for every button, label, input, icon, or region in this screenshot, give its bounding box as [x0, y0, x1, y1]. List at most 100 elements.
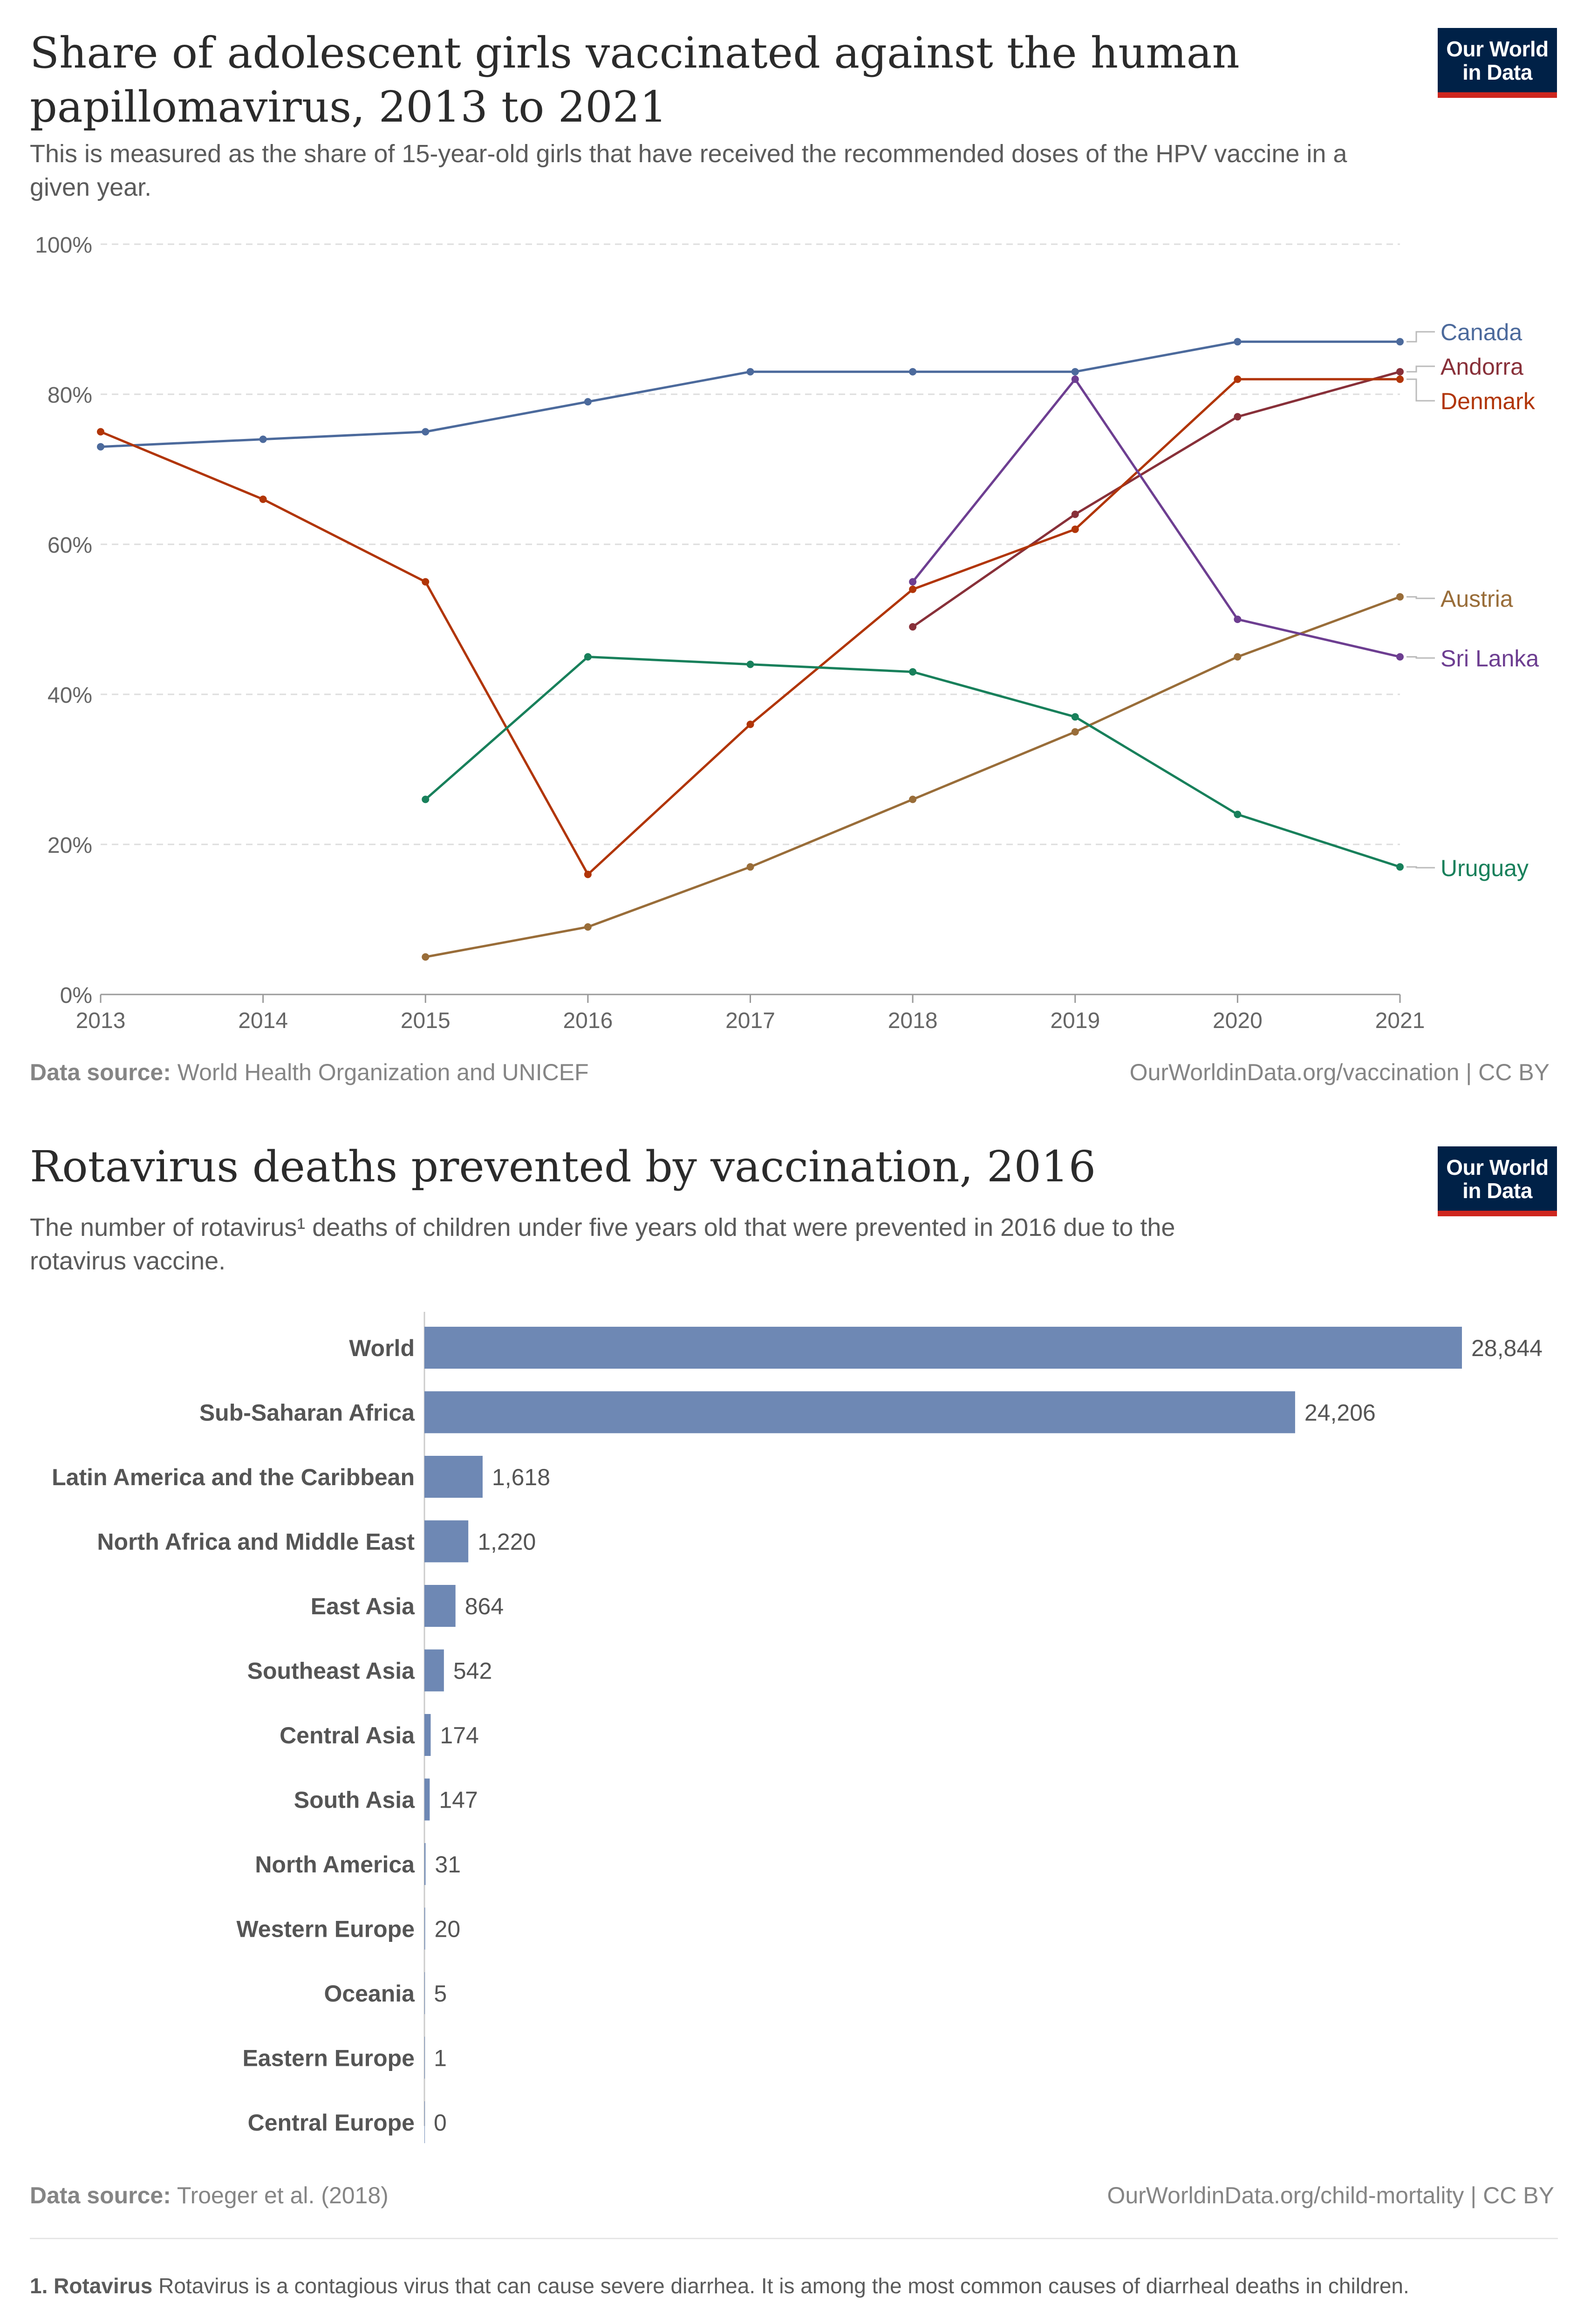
chart2-title: Rotavirus deaths prevented by vaccinatio… [30, 1140, 1096, 1194]
bar-category-label: Oceania [324, 1981, 415, 2007]
data-point [746, 720, 754, 728]
chart1-title: Share of adolescent girls vaccinated aga… [30, 26, 1240, 134]
data-point [746, 863, 754, 871]
series-label: Denmark [1441, 388, 1536, 414]
footnote-divider [30, 2238, 1558, 2239]
bar-value-label: 28,844 [1471, 1335, 1543, 1361]
bar [424, 1456, 483, 1498]
data-point [746, 660, 754, 668]
series-label: Sri Lanka [1441, 645, 1539, 672]
data-point [584, 871, 592, 878]
chart1-title-line2: papillomavirus, 2013 to 2021 [30, 82, 667, 132]
data-point [746, 368, 754, 376]
chart2-url-text[interactable]: OurWorldinData.org/child-mortality | CC … [1107, 2182, 1554, 2208]
series-line-austria [425, 596, 1400, 958]
logo-line2: in Data [1462, 60, 1532, 84]
data-point [1396, 368, 1404, 376]
y-tick-label: 100% [35, 233, 92, 258]
bar-value-label: 31 [435, 1851, 461, 1878]
y-tick-label: 60% [48, 533, 92, 558]
bar [424, 1778, 430, 1821]
y-tick-label: 20% [48, 833, 92, 858]
bar [424, 1843, 426, 1885]
bar-value-label: 24,206 [1304, 1400, 1376, 1426]
data-point [1071, 510, 1079, 518]
bar-category-label: South Asia [294, 1787, 415, 1813]
chart1-subtitle: This is measured as the share of 15-year… [30, 137, 1347, 204]
chart1-source-text[interactable]: World Health Organization and UNICEF [177, 1059, 589, 1085]
label-connector [1406, 596, 1435, 599]
data-point [1396, 593, 1404, 601]
logo2-accent-bar [1438, 1211, 1557, 1216]
data-point [909, 578, 917, 586]
data-point [1071, 713, 1079, 721]
data-point [1234, 653, 1242, 661]
bar-value-label: 0 [434, 2110, 447, 2136]
bar [424, 1649, 444, 1692]
chart2-source-label: Data source: [30, 2182, 171, 2208]
hpv-chart-section: Share of adolescent girls vaccinated aga… [0, 0, 1584, 1118]
owid-logo-2[interactable]: Our World in Data [1438, 1146, 1557, 1216]
footnote-term: Rotavirus [54, 2274, 153, 2298]
bar-chart: World 28,844 Sub-Saharan Africa 24,206 Latin… [52, 1312, 1543, 2143]
data-point [1396, 863, 1404, 871]
chart1-source: Data source: World Health Organization a… [30, 1059, 589, 1086]
label-connector [1406, 866, 1435, 869]
footnote: 1. Rotavirus Rotavirus is a contagious v… [30, 2273, 1409, 2298]
data-point [909, 623, 917, 631]
data-point [584, 398, 592, 406]
data-point [422, 428, 430, 436]
bar-value-label: 147 [439, 1787, 478, 1813]
bar-value-label: 1 [434, 2045, 447, 2071]
data-point [909, 368, 917, 376]
bar-category-label: East Asia [311, 1593, 415, 1619]
chart2-title-text: Rotavirus deaths prevented by vaccinatio… [30, 1142, 1096, 1192]
bar-value-label: 20 [435, 1916, 461, 1942]
owid-logo[interactable]: Our World in Data [1438, 28, 1557, 98]
bar-category-label: North America [255, 1851, 415, 1878]
logo2-line1: Our World [1446, 1155, 1549, 1179]
chart1-url[interactable]: OurWorldinData.org/vaccination | CC BY [1130, 1059, 1550, 1086]
series-label: Uruguay [1441, 855, 1529, 881]
chart1-source-label: Data source: [30, 1059, 171, 1085]
bar [424, 1907, 425, 1950]
label-connector [1406, 656, 1435, 659]
bar-category-label: Eastern Europe [242, 2045, 415, 2071]
line-chart: 0% 20% 40% 60% 80% 100% 2013 2014 2015 2016 2017 20… [35, 233, 1539, 1033]
x-tick-label: 2016 [563, 1008, 613, 1033]
bar-category-label: Central Europe [248, 2110, 415, 2136]
x-tick-label: 2019 [1050, 1008, 1100, 1033]
data-point [422, 953, 430, 961]
chart1-url-text[interactable]: OurWorldinData.org/vaccination | CC BY [1129, 1059, 1550, 1085]
x-tick-label: 2015 [401, 1008, 451, 1033]
chart2-source: Data source: Troeger et al. (2018) [30, 2182, 389, 2209]
x-tick-label: 2013 [76, 1008, 126, 1033]
chart1-subtitle-line2: given year. [30, 173, 152, 201]
chart2-source-text[interactable]: Troeger et al. (2018) [177, 2182, 389, 2208]
data-point [259, 435, 267, 443]
bar [424, 1714, 431, 1756]
data-point [422, 578, 430, 586]
bar-category-label: World [349, 1335, 415, 1361]
y-tick-label: 0% [60, 983, 92, 1008]
logo-line1: Our World [1446, 37, 1549, 61]
data-point [1071, 728, 1079, 736]
bar-category-label: North Africa and Middle East [97, 1529, 415, 1555]
data-point [1234, 375, 1242, 383]
rotavirus-chart-section: Rotavirus deaths prevented by vaccinatio… [0, 1118, 1584, 2324]
chart2-url[interactable]: OurWorldinData.org/child-mortality | CC … [1107, 2182, 1554, 2209]
series-line-denmark [100, 378, 1400, 876]
bar [424, 1585, 456, 1627]
chart1-title-line1: Share of adolescent girls vaccinated aga… [30, 28, 1240, 78]
x-tick-label: 2020 [1213, 1008, 1263, 1033]
chart2-subtitle-line2: rotavirus vaccine. [30, 1247, 226, 1275]
bar-value-label: 1,618 [492, 1464, 550, 1490]
x-tick-label: 2014 [238, 1008, 288, 1033]
data-point [1396, 653, 1404, 661]
chart2-subtitle-line1: The number of rotavirus¹ deaths of child… [30, 1213, 1175, 1241]
series-label: Andorra [1441, 354, 1523, 380]
bar [424, 2101, 425, 2143]
bar-category-label: Latin America and the Caribbean [52, 1464, 415, 1490]
data-point [97, 443, 104, 451]
data-point [1071, 368, 1079, 376]
